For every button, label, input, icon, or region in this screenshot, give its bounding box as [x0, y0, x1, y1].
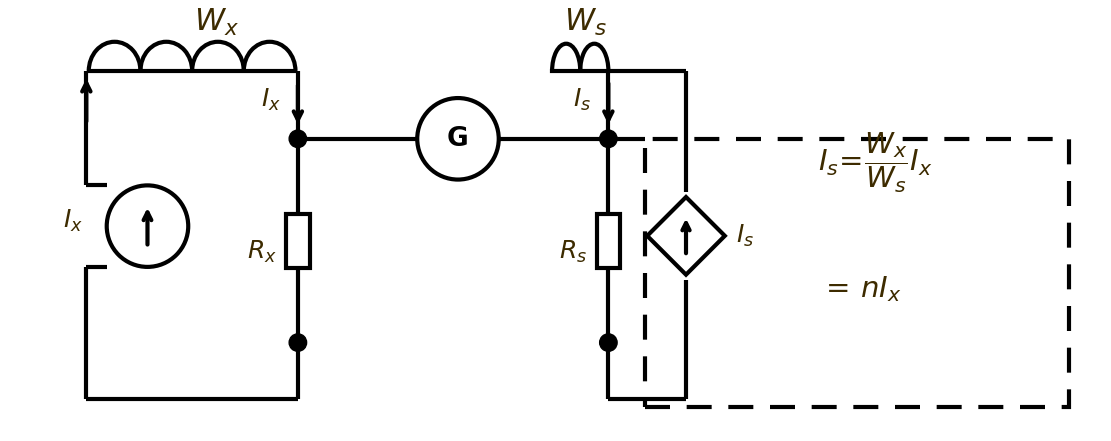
- Text: $R_x$: $R_x$: [247, 239, 277, 265]
- Text: $I_x$: $I_x$: [62, 208, 82, 234]
- Text: $I_x$: $I_x$: [261, 87, 280, 113]
- Circle shape: [289, 130, 307, 148]
- Text: $R_s$: $R_s$: [559, 239, 587, 265]
- Text: $I_s$: $I_s$: [573, 87, 591, 113]
- Text: $I_s\!=\!\dfrac{W_x}{W_s}I_x$: $I_s\!=\!\dfrac{W_x}{W_s}I_x$: [818, 131, 932, 195]
- Circle shape: [418, 98, 499, 179]
- Text: $I_s$: $I_s$: [737, 223, 754, 249]
- Text: $=\,nI_x$: $=\,nI_x$: [820, 274, 901, 304]
- Circle shape: [600, 334, 617, 351]
- Polygon shape: [648, 197, 724, 275]
- FancyBboxPatch shape: [645, 139, 1069, 407]
- Circle shape: [600, 130, 617, 148]
- Text: G: G: [447, 126, 469, 152]
- Circle shape: [107, 185, 188, 267]
- Text: $W_x$: $W_x$: [194, 7, 239, 38]
- Text: $W_s$: $W_s$: [563, 7, 607, 38]
- Bar: [287, 213, 310, 268]
- Bar: [597, 213, 620, 268]
- Circle shape: [289, 334, 307, 351]
